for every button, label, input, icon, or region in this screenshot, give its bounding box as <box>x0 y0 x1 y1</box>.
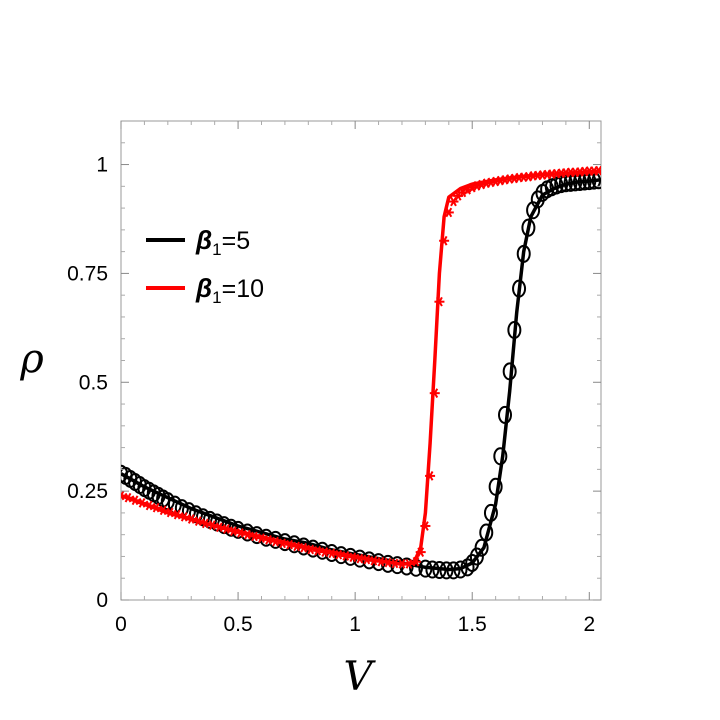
data-point <box>448 196 459 207</box>
y-tick-label: 0.5 <box>79 371 108 394</box>
y-tick-label: 0.25 <box>67 480 108 503</box>
plot-area: 0 0.5 1 1.5 2 0 0.25 0.5 0.75 1 <box>67 120 602 636</box>
y-axis-label: ρ <box>19 336 44 382</box>
x-tick-label: 1 <box>349 613 361 636</box>
legend-label: β1=10 <box>195 273 264 307</box>
x-tick-label: 0 <box>115 613 127 636</box>
data-point <box>465 553 480 572</box>
data-point <box>474 538 489 557</box>
series-line <box>121 178 601 572</box>
legend-item: β1=10 <box>146 273 264 307</box>
x-tick-label: 1.5 <box>458 613 487 636</box>
x-tick-label: 2 <box>583 613 595 636</box>
series-2 <box>121 165 601 569</box>
x-tick-label: 0.5 <box>223 613 252 636</box>
legend-label: β1=5 <box>195 225 250 259</box>
x-axis-label: V <box>344 654 377 700</box>
legend-item: β1=5 <box>146 225 250 259</box>
legend: β1=5 β1=10 <box>146 225 264 307</box>
y-tick-label: 0.75 <box>67 262 108 285</box>
y-tick-label: 1 <box>96 154 108 177</box>
series-line <box>121 169 601 567</box>
y-tick-label: 0 <box>96 589 108 612</box>
